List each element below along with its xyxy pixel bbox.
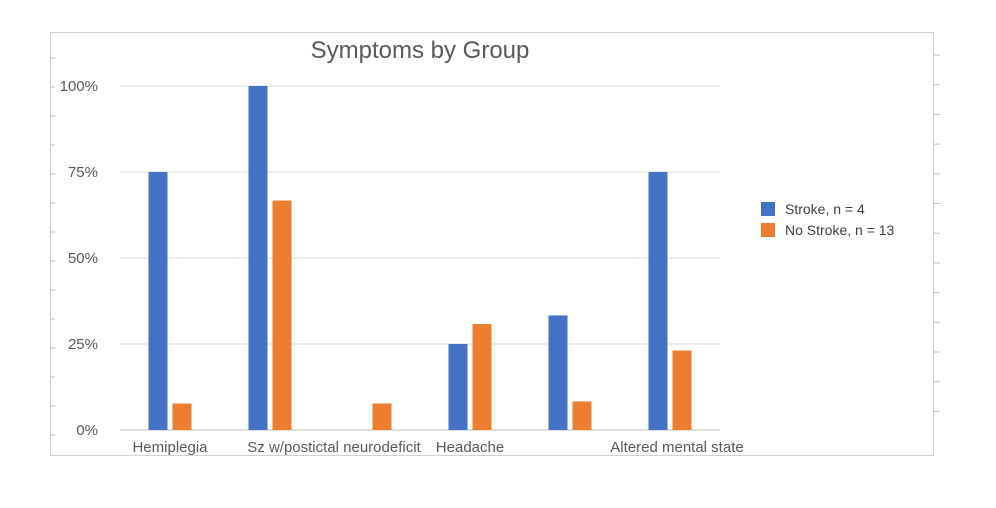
x-category-label: Headache [436,439,504,456]
bar-no-stroke [272,200,292,430]
bars [148,86,692,430]
bar-stroke [248,86,268,430]
x-category-label: Altered mental state [610,439,743,456]
legend: Stroke, n = 4 No Stroke, n = 13 [761,201,895,238]
y-tick-label: 0% [76,422,98,439]
y-tick-label: 25% [68,336,98,353]
legend-swatch [761,202,775,216]
bar-no-stroke [372,403,392,430]
y-axis-ticks: 0% 25% 50% 75% 100% [60,78,98,439]
bar-no-stroke [172,403,192,430]
legend-label: Stroke, n = 4 [785,201,865,217]
chart-area [50,32,934,456]
bar-no-stroke [472,324,492,430]
bar-stroke [148,172,168,430]
y-tick-label: 50% [68,250,98,267]
bar-no-stroke [572,401,592,430]
bar-no-stroke [672,350,692,430]
bar-stroke [548,315,568,430]
y-tick-label: 100% [60,78,98,95]
right-axis-ticks [934,54,940,412]
chart-title: Symptoms by Group [311,37,530,64]
x-category-label: Hemiplegia [132,439,208,456]
bar-stroke [648,172,668,430]
x-axis-labels: Hemiplegia Sz w/postictal neurodeficit Hea… [132,439,743,456]
legend-label: No Stroke, n = 13 [785,222,895,238]
x-category-label: Sz w/postictal neurodeficit [247,439,421,456]
legend-swatch [761,223,775,237]
grid-lines [50,57,720,436]
bar-stroke [448,344,468,430]
y-tick-label: 75% [68,164,98,181]
